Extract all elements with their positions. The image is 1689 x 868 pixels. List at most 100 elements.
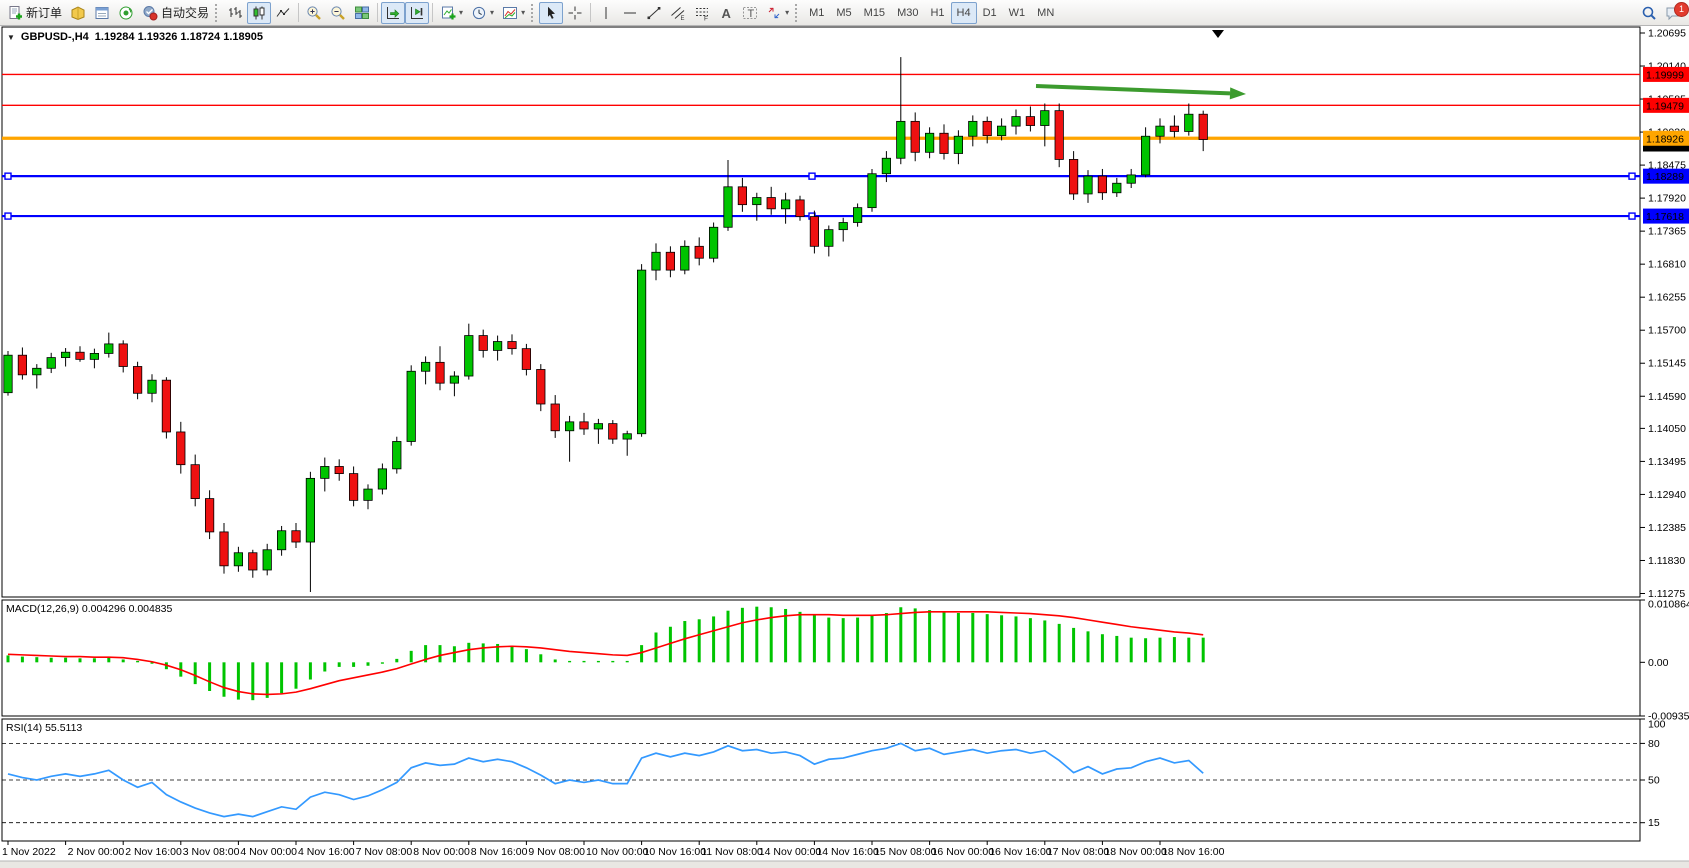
time-axis-label: 16 Nov 16:00 <box>989 846 1052 858</box>
line-handle[interactable] <box>4 172 12 180</box>
time-axis-label: 4 Nov 16:00 <box>298 846 355 858</box>
timeframe-m5-button[interactable]: M5 <box>836 6 852 19</box>
trend-arrow-line[interactable] <box>1035 84 1231 96</box>
line-handle[interactable] <box>1628 212 1636 220</box>
candle-body <box>104 343 114 354</box>
zoom-in-button[interactable] <box>302 2 326 24</box>
candle-body <box>997 125 1007 137</box>
notifications-button[interactable]: 1 <box>1661 1 1689 24</box>
candle-body <box>838 222 848 231</box>
candle-body <box>420 361 431 372</box>
cursor-tool-button[interactable] <box>539 1 564 24</box>
timeframe-w1-button[interactable]: W1 <box>1008 6 1026 19</box>
navigator-button[interactable] <box>114 2 138 24</box>
line-handle[interactable] <box>808 172 816 180</box>
trend-arrow-head[interactable] <box>1229 87 1246 100</box>
candle-body <box>1141 135 1151 176</box>
timeframe-m30-button[interactable]: M30 <box>897 6 919 19</box>
text-label-tool-button[interactable]: T <box>738 2 762 24</box>
candle-body <box>190 464 200 499</box>
timeframe-h4-button[interactable]: H4 <box>950 1 977 24</box>
fibonacci-tool-button[interactable]: F <box>690 2 714 24</box>
toolbar-grip[interactable] <box>531 3 535 22</box>
equidistant-channel-tool-button[interactable]: E <box>666 2 690 24</box>
trendline-icon <box>647 6 661 19</box>
timeframe-d1-button[interactable]: D1 <box>982 6 997 19</box>
data-window-button[interactable] <box>90 2 114 24</box>
candle-body <box>276 530 287 551</box>
bar-chart-button[interactable] <box>223 2 247 24</box>
price-line-badge <box>1643 130 1689 146</box>
macd-axis-label: -0.009358 <box>1648 711 1689 723</box>
new-chart-button[interactable]: ▾ <box>436 2 467 24</box>
periods-button[interactable]: ▾ <box>467 2 498 24</box>
timeframe-mn-button[interactable]: MN <box>1037 6 1055 19</box>
collapse-triangle-icon[interactable]: ▼ <box>7 32 15 42</box>
candle-body <box>982 120 992 137</box>
time-axis-label: 8 Nov 00:00 <box>413 846 470 858</box>
main-price-pane[interactable] <box>1 26 1641 598</box>
candle-body <box>968 120 978 137</box>
indicators-button[interactable]: ▾ <box>498 2 529 24</box>
price-axis-tick-label: 1.13495 <box>1648 456 1686 468</box>
candle-body <box>896 120 906 159</box>
new-order-label: 新订单 <box>26 6 63 20</box>
candle-body <box>219 531 229 567</box>
price-axis-tick-label: 1.16810 <box>1648 259 1686 271</box>
toolbar-separator <box>377 3 379 22</box>
candlestick-chart-button[interactable] <box>247 1 272 24</box>
crosshair-tool-button[interactable] <box>563 2 587 24</box>
candle-body <box>766 197 776 210</box>
new-order-button[interactable]: 新订单 <box>3 2 66 24</box>
time-axis-label: 3 Nov 08:00 <box>183 846 240 858</box>
macd-pane[interactable] <box>1 599 1641 717</box>
autotrading-label: 自动交易 <box>161 6 210 20</box>
autotrading-button[interactable]: 自动交易 <box>138 2 213 24</box>
candle-body <box>89 353 99 360</box>
trendline-tool-button[interactable] <box>642 2 666 24</box>
autotrading-icon <box>143 5 158 20</box>
toolbar-grip[interactable] <box>215 3 219 22</box>
candle-body <box>867 173 877 209</box>
horizontal-line-tool-button[interactable] <box>618 2 642 24</box>
vertical-line-tool-button[interactable] <box>594 2 618 24</box>
arrows-tool-button[interactable]: ▾ <box>762 2 793 24</box>
candle-body <box>1025 116 1035 126</box>
timeframe-m15-button[interactable]: M15 <box>863 6 886 19</box>
chart-canvas[interactable]: 1.206951.201401.195851.190301.184751.179… <box>0 26 1689 868</box>
candle-body <box>910 120 920 153</box>
candle-body <box>1069 159 1079 195</box>
timeframe-h1-button[interactable]: H1 <box>930 6 945 19</box>
price-axis-tick-label: 1.16255 <box>1648 292 1686 304</box>
dropdown-arrow-icon: ▾ <box>459 8 464 17</box>
search-icon <box>1642 6 1656 20</box>
time-axis-label: 7 Nov 08:00 <box>356 846 413 858</box>
rsi-axis-label: 100 <box>1648 719 1666 731</box>
price-axis-tick-label: 1.18475 <box>1648 160 1686 172</box>
chart-shift-marker[interactable] <box>1212 30 1224 38</box>
candle-body <box>334 466 344 475</box>
macd-signal-line <box>7 611 1204 696</box>
price-axis-tick-label: 1.17920 <box>1648 193 1686 205</box>
line-handle[interactable] <box>4 212 12 220</box>
text-tool-button[interactable]: A <box>714 2 738 24</box>
indicators-icon <box>503 6 518 19</box>
notification-count-badge: 1 <box>1674 1 1689 17</box>
candle-body <box>637 269 647 435</box>
auto-scroll-button[interactable] <box>381 1 406 24</box>
chart-shift-button[interactable] <box>405 1 430 24</box>
time-axis-label: 1 Nov 2022 <box>2 846 56 858</box>
macd-axis-label: 0.00 <box>1648 657 1669 669</box>
search-button[interactable] <box>1637 2 1661 24</box>
toolbar-grip[interactable] <box>795 3 799 22</box>
time-axis-label: 14 Nov 00:00 <box>759 846 822 858</box>
line-chart-button[interactable] <box>271 2 295 24</box>
timeframe-m1-button[interactable]: M1 <box>809 6 825 19</box>
line-handle[interactable] <box>1628 172 1636 180</box>
time-axis-label: 10 Nov 00:00 <box>586 846 649 858</box>
tile-windows-button[interactable] <box>350 2 374 24</box>
candle-body <box>305 477 316 543</box>
candle-body <box>579 421 589 430</box>
zoom-out-button[interactable] <box>326 2 350 24</box>
market-watch-button[interactable] <box>66 2 90 24</box>
